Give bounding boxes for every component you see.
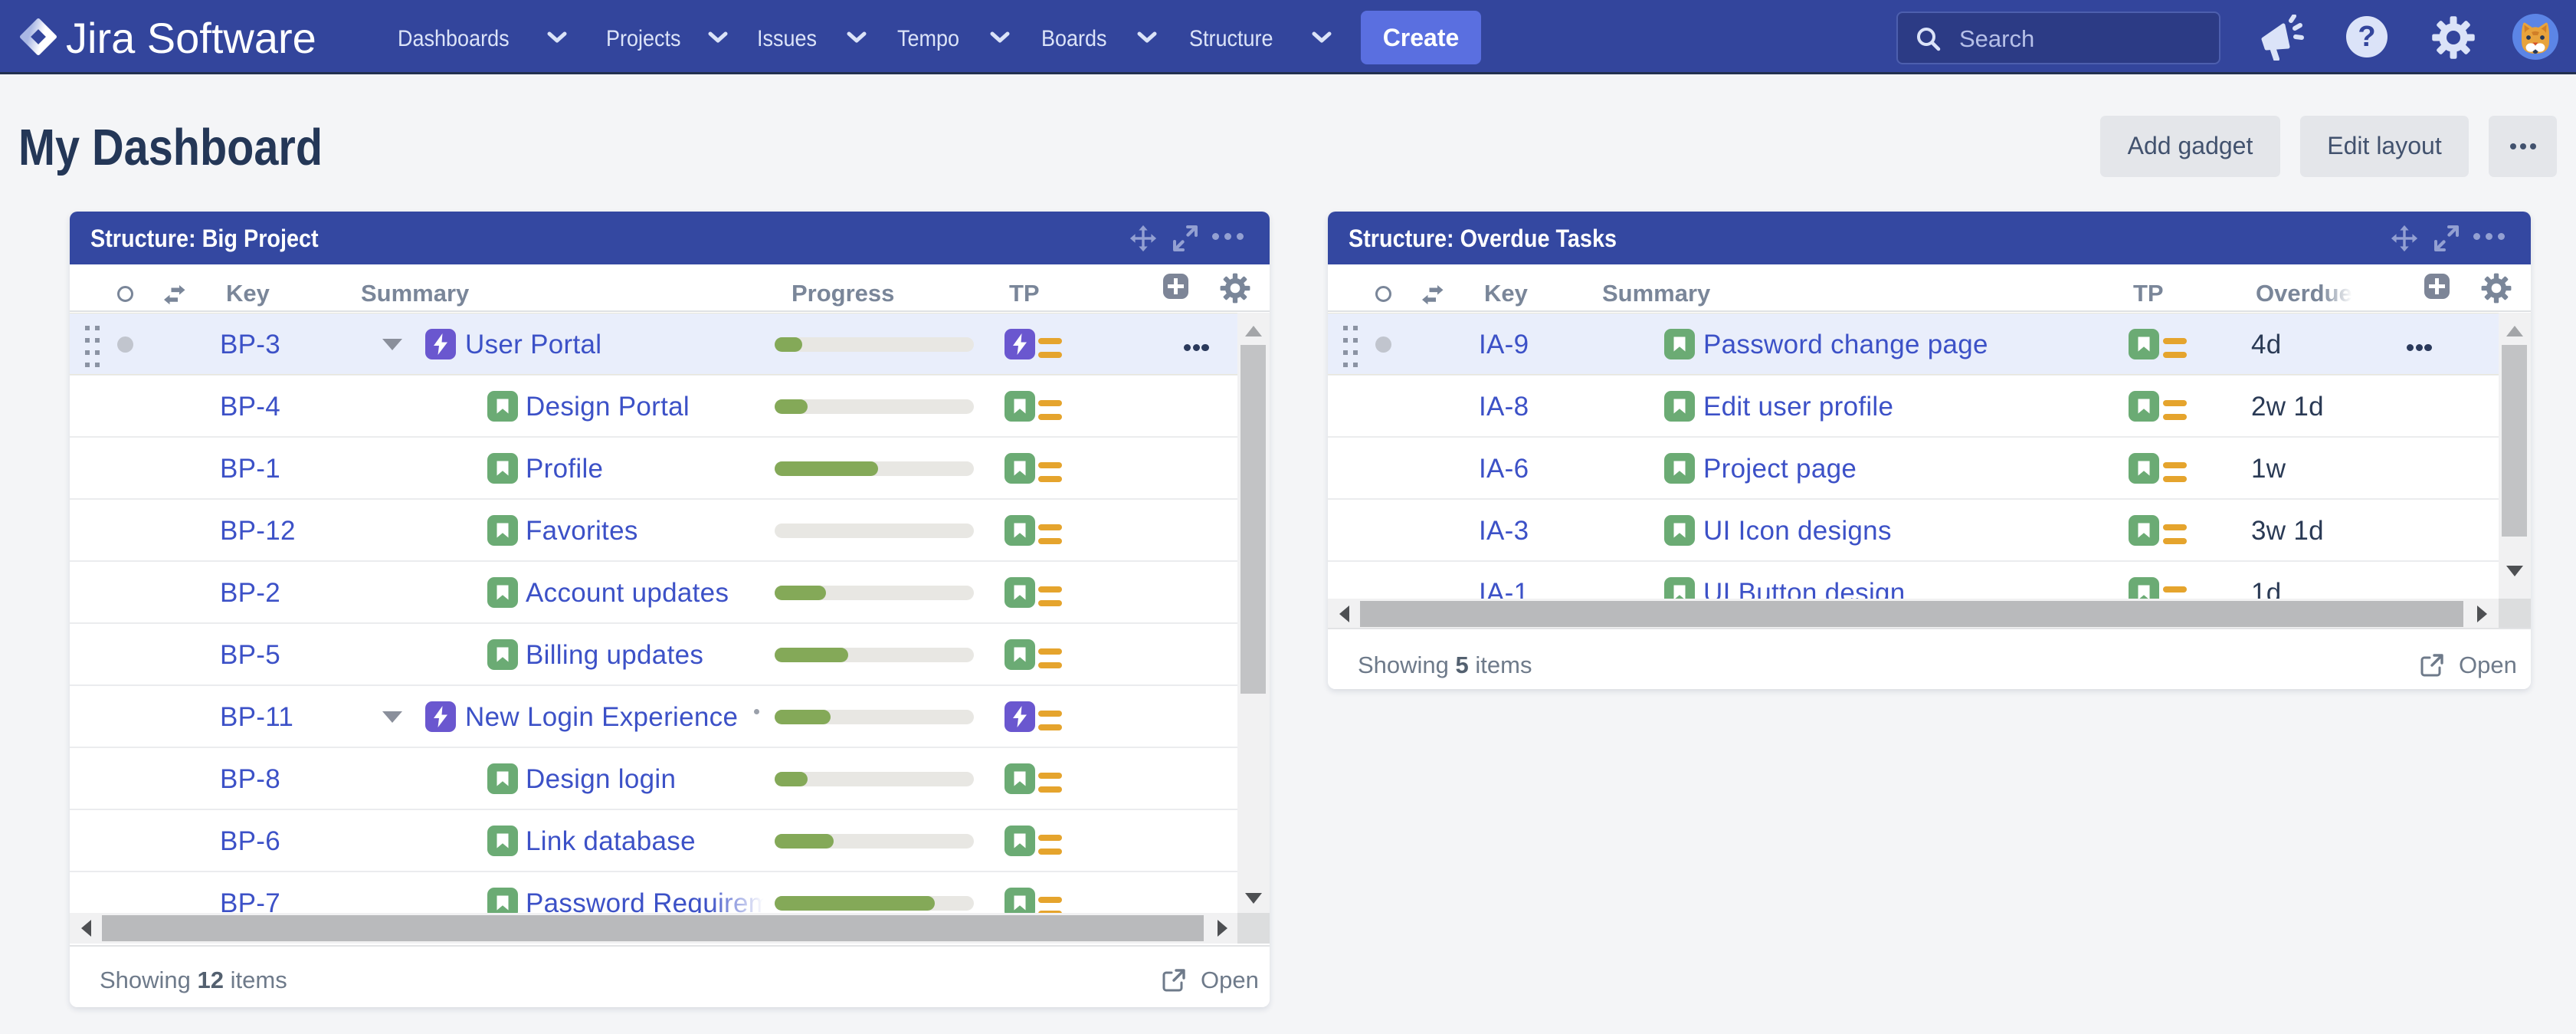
svg-text:?: ? [2358,21,2375,53]
